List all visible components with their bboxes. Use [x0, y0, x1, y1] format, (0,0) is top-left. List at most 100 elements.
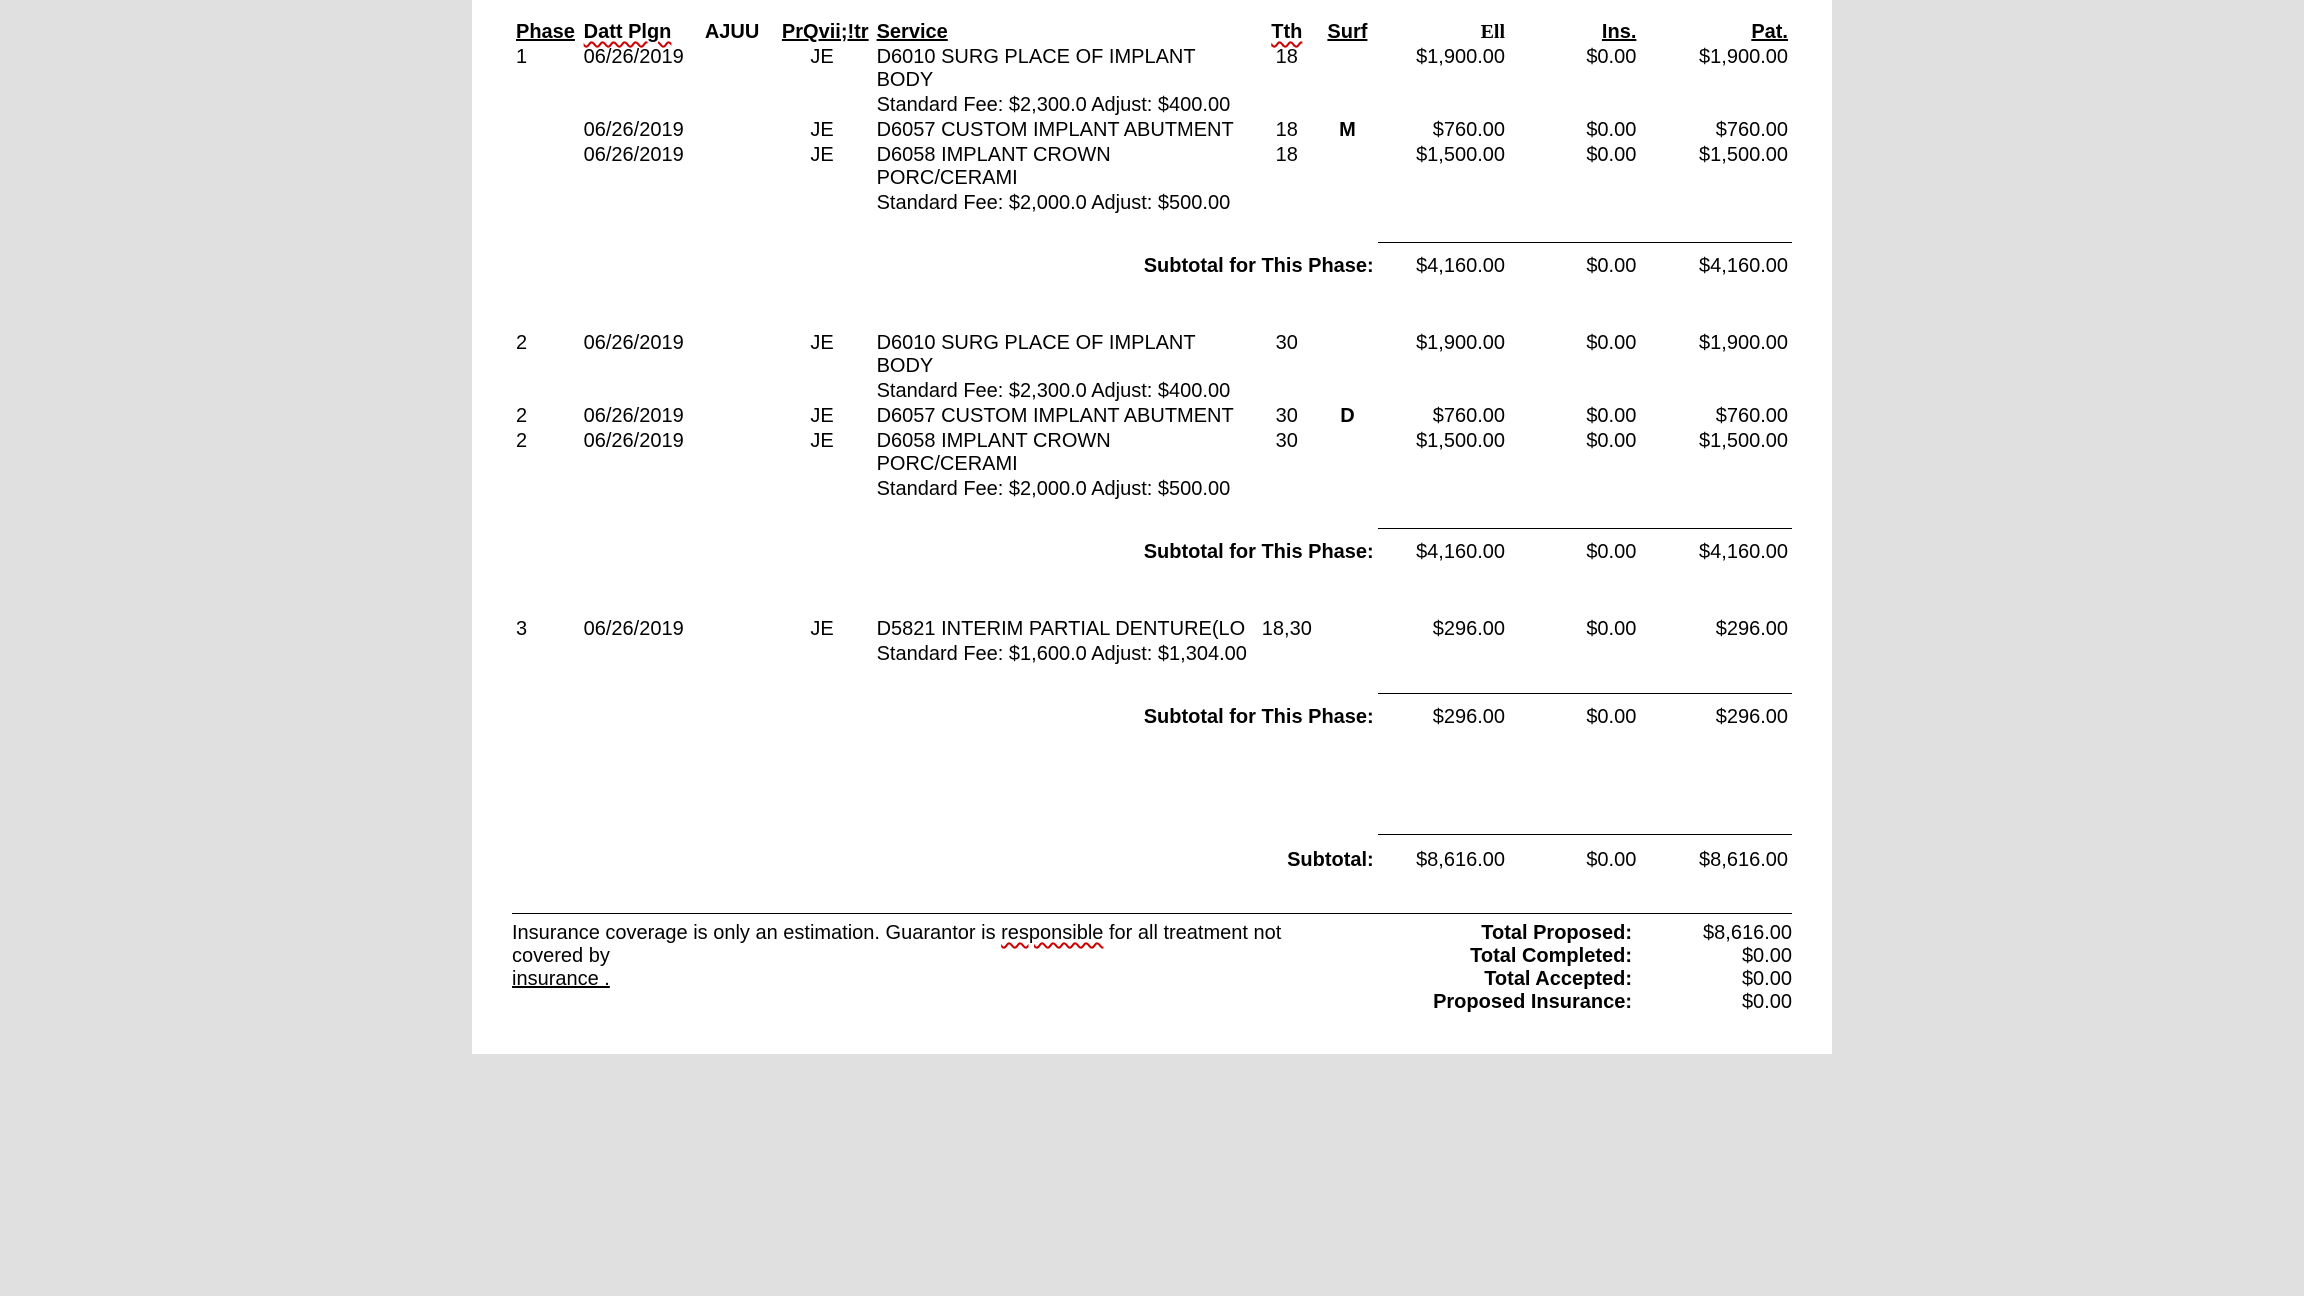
- cell-ajuu: [701, 331, 772, 379]
- phase-subtotal-label: Subtotal for This Phase:: [512, 694, 1378, 731]
- cell-prov: JE: [772, 143, 873, 191]
- proposed-insurance-label: Proposed Insurance:: [1432, 991, 1632, 1014]
- table-row: 06/26/2019 JED6057 CUSTOM IMPLANT ABUTMEN…: [512, 118, 1792, 143]
- phase-subtotal-pat: $4,160.00: [1640, 529, 1792, 566]
- table-row: 206/26/2019JED6057 CUSTOM IMPLANT ABUTME…: [512, 404, 1792, 429]
- hdr-surf: Surf: [1327, 21, 1367, 43]
- cell-ajuu: [701, 118, 772, 143]
- total-proposed-value: $8,616.00: [1652, 922, 1792, 945]
- cell-surf: [1317, 331, 1378, 379]
- phase-subtotal-row: Subtotal for This Phase:$296.00$0.00$296…: [512, 694, 1792, 731]
- phase-subtotal-row: Subtotal for This Phase:$4,160.00$0.00$4…: [512, 243, 1792, 280]
- note-row: Standard Fee: $2,000.0 Adjust: $500.00: [512, 191, 1792, 216]
- cell-service: D6057 CUSTOM IMPLANT ABUTMENT: [873, 118, 1257, 143]
- total-completed-label: Total Completed:: [1432, 945, 1632, 968]
- hdr-phase: Phase: [516, 21, 575, 43]
- cell-note: Standard Fee: $2,000.0 Adjust: $500.00: [873, 477, 1792, 502]
- grand-subtotal-row: Subtotal: $8,616.00 $0.00 $8,616.00: [512, 835, 1792, 874]
- cell-pat: $1,900.00: [1640, 45, 1792, 93]
- cell-tth: 30: [1257, 331, 1318, 379]
- cell-prov: JE: [772, 404, 873, 429]
- cell-phase: 1: [512, 45, 580, 93]
- cell-pat: $296.00: [1640, 617, 1792, 642]
- cell-pat: $760.00: [1640, 404, 1792, 429]
- cell-date: 06/26/2019: [580, 45, 701, 93]
- grand-subtotal-label: Subtotal:: [512, 835, 1378, 874]
- hdr-pat: Pat.: [1751, 21, 1788, 43]
- cell-ins: $0.00: [1509, 404, 1640, 429]
- cell-ins: $0.00: [1509, 617, 1640, 642]
- hdr-prov: PrQvii;!tr: [782, 21, 869, 43]
- phase-subtotal-ins: $0.00: [1509, 529, 1640, 566]
- hdr-ajuu: AJUU: [705, 21, 759, 43]
- cell-ins: $0.00: [1509, 429, 1640, 477]
- total-accepted-label: Total Accepted:: [1432, 968, 1632, 991]
- cell-tth: 30: [1257, 429, 1318, 477]
- cell-prov: JE: [772, 45, 873, 93]
- phase-subtotal-ell: $296.00: [1378, 694, 1509, 731]
- cell-note: Standard Fee: $2,000.0 Adjust: $500.00: [873, 191, 1792, 216]
- cell-ins: $0.00: [1509, 45, 1640, 93]
- cell-tth: 30: [1257, 404, 1318, 429]
- footer: Insurance coverage is only an estimation…: [512, 913, 1792, 1014]
- cell-pat: $1,500.00: [1640, 143, 1792, 191]
- cell-surf: [1317, 617, 1378, 642]
- cell-ajuu: [701, 404, 772, 429]
- proposed-insurance-value: $0.00: [1652, 991, 1792, 1014]
- cell-phase: 2: [512, 331, 580, 379]
- cell-note: Standard Fee: $2,300.0 Adjust: $400.00: [873, 379, 1792, 404]
- phase-subtotal-pat: $296.00: [1640, 694, 1792, 731]
- cell-service: D6058 IMPLANT CROWN PORC/CERAMI: [873, 143, 1257, 191]
- cell-pat: $760.00: [1640, 118, 1792, 143]
- grand-subtotal-ell: $8,616.00: [1378, 835, 1509, 874]
- proposed-insurance-row: Proposed Insurance: $0.00: [1432, 991, 1792, 1014]
- table-row: 06/26/2019JED6058 IMPLANT CROWN PORC/CER…: [512, 143, 1792, 191]
- cell-note: Standard Fee: $1,600.0 Adjust: $1,304.00: [873, 642, 1792, 667]
- phase-subtotal-ell: $4,160.00: [1378, 529, 1509, 566]
- cell-surf: M: [1317, 118, 1378, 143]
- cell-surf: [1317, 429, 1378, 477]
- cell-service: D6010 SURG PLACE OF IMPLANT BODY: [873, 331, 1257, 379]
- totals-block: Total Proposed: $8,616.00 Total Complete…: [1432, 922, 1792, 1014]
- cell-prov: JE: [772, 617, 873, 642]
- cell-prov: JE: [772, 429, 873, 477]
- phase-subtotal-pat: $4,160.00: [1640, 243, 1792, 280]
- hdr-ins: Ins.: [1602, 21, 1636, 43]
- cell-service: D5821 INTERIM PARTIAL DENTURE(LO: [873, 617, 1257, 642]
- cell-date: 06/26/2019: [580, 118, 701, 143]
- table-row: 106/26/2019JED6010 SURG PLACE OF IMPLANT…: [512, 45, 1792, 93]
- disclaimer-text: Insurance coverage is only an estimation…: [512, 922, 1332, 1014]
- cell-ell: $1,900.00: [1378, 45, 1509, 93]
- cell-surf: [1317, 143, 1378, 191]
- hdr-service: Service: [877, 21, 948, 43]
- cell-ajuu: [701, 143, 772, 191]
- cell-service: D6058 IMPLANT CROWN PORC/CERAMI: [873, 429, 1257, 477]
- cell-pat: $1,900.00: [1640, 331, 1792, 379]
- total-proposed-row: Total Proposed: $8,616.00: [1432, 922, 1792, 945]
- treatment-plan-table: Phase Datt Plgn AJUU PrQvii;!tr Service …: [512, 20, 1792, 873]
- table-row: 206/26/2019JED6058 IMPLANT CROWN PORC/CE…: [512, 429, 1792, 477]
- cell-ajuu: [701, 617, 772, 642]
- cell-phase: [512, 143, 580, 191]
- cell-prov: JE: [772, 118, 873, 143]
- header-row: Phase Datt Plgn AJUU PrQvii;!tr Service …: [512, 20, 1792, 45]
- phase-subtotal-ell: $4,160.00: [1378, 243, 1509, 280]
- cell-ell: $296.00: [1378, 617, 1509, 642]
- cell-ell: $1,500.00: [1378, 429, 1509, 477]
- note-row: Standard Fee: $2,300.0 Adjust: $400.00: [512, 93, 1792, 118]
- cell-surf: D: [1317, 404, 1378, 429]
- cell-ajuu: [701, 45, 772, 93]
- cell-service: D6057 CUSTOM IMPLANT ABUTMENT: [873, 404, 1257, 429]
- total-accepted-row: Total Accepted: $0.00: [1432, 968, 1792, 991]
- cell-ins: $0.00: [1509, 331, 1640, 379]
- phase-subtotal-label: Subtotal for This Phase:: [512, 529, 1378, 566]
- total-completed-value: $0.00: [1652, 945, 1792, 968]
- cell-phase: 2: [512, 429, 580, 477]
- note-row: Standard Fee: $1,600.0 Adjust: $1,304.00: [512, 642, 1792, 667]
- disclaimer-pre: Insurance coverage is only an estimation…: [512, 922, 1001, 944]
- cell-date: 06/26/2019: [580, 331, 701, 379]
- cell-ell: $760.00: [1378, 118, 1509, 143]
- cell-date: 06/26/2019: [580, 617, 701, 642]
- cell-ajuu: [701, 429, 772, 477]
- cell-ins: $0.00: [1509, 118, 1640, 143]
